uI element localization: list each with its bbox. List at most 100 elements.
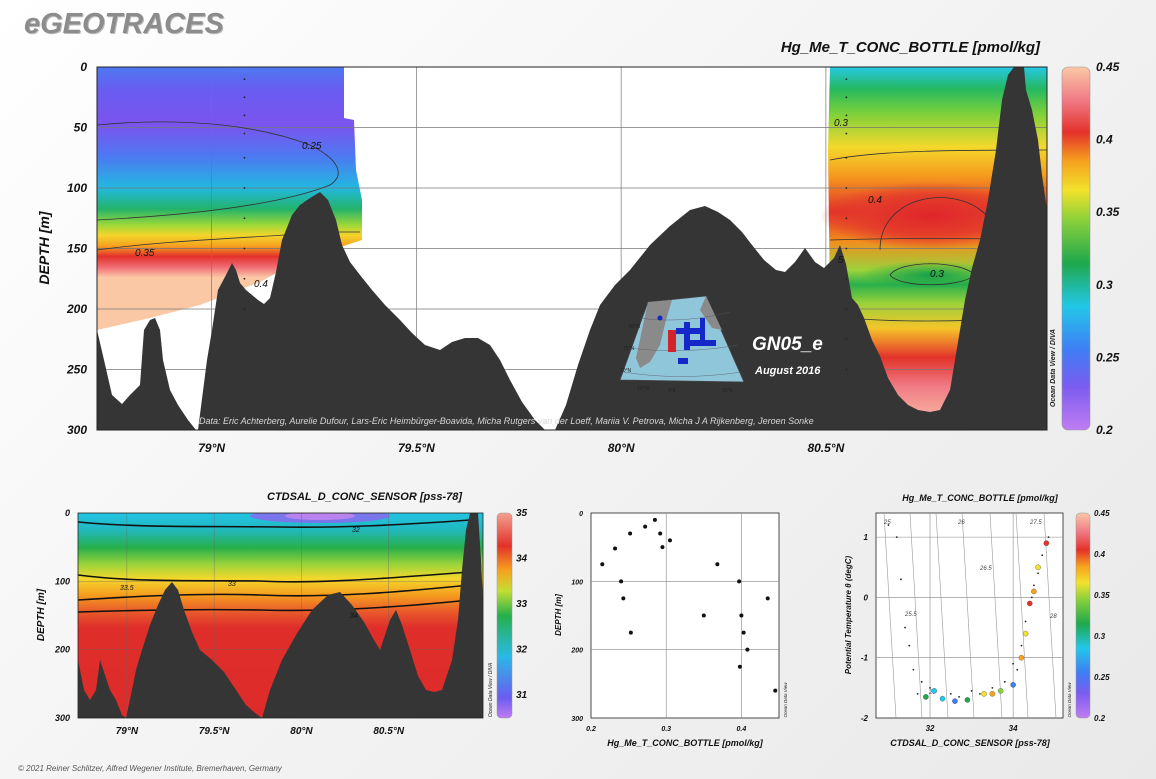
colorbar-tick-label: 33: [516, 599, 528, 610]
y-tick-label: 1: [864, 533, 869, 542]
svg-text:33.5: 33.5: [120, 585, 134, 592]
y-tick-label: 300: [571, 716, 583, 723]
ts-data-point: [1010, 682, 1016, 688]
odv-credit: Ocean Data View / DIVA: [488, 662, 494, 717]
x-tick-label: 79.5°N: [398, 441, 435, 455]
y-tick-label: 100: [67, 181, 87, 195]
svg-text:26.5: 26.5: [979, 566, 992, 572]
ts-x-label: CTDSAL_D_CONC_SENSOR [pss-78]: [890, 738, 1051, 748]
svg-text:10°W: 10°W: [637, 386, 650, 392]
data-point: [600, 562, 605, 567]
x-tick-label: 80.5°N: [807, 441, 844, 455]
sample-dot: [243, 308, 246, 310]
sample-dot: [845, 368, 848, 371]
svg-text:34: 34: [350, 613, 358, 620]
inset-land-greenland: [636, 300, 672, 368]
ts-data-point: [931, 688, 937, 694]
ts-background-point: [978, 692, 981, 695]
contour-label: 5: [838, 255, 844, 266]
salinity-section-plot: [78, 513, 483, 718]
svg-text:28: 28: [1049, 614, 1057, 620]
contour-label: 0.3: [930, 269, 944, 280]
salinity-colorbar: [496, 512, 513, 719]
contour-label: 0.4: [868, 195, 882, 206]
svg-text:80°N: 80°N: [629, 324, 641, 330]
plot-frame: [96, 66, 1048, 431]
ts-background-point: [1020, 644, 1023, 647]
sample-dot: [243, 78, 246, 80]
y-tick-label: 200: [570, 648, 583, 655]
colorbar-tick-label: 0.2: [1096, 423, 1113, 437]
x-tick-label: 80°N: [608, 441, 635, 455]
ts-background-point: [958, 695, 961, 698]
profile-x-ticks: 0.2 0.3 0.4: [586, 726, 746, 733]
colorbar-tick-label: 0.25: [1096, 350, 1120, 364]
salinity-frame: [77, 512, 484, 719]
y-tick-label: 0: [579, 511, 583, 518]
ts-background-point: [1024, 620, 1027, 623]
svg-text:10°E: 10°E: [722, 388, 734, 394]
svg-text:27.5: 27.5: [1029, 520, 1042, 526]
inset-land-svalbard: [700, 296, 722, 330]
sample-dot: [243, 217, 246, 220]
svg-text:26: 26: [957, 520, 965, 526]
ts-background-point: [949, 692, 952, 695]
y-tick-label: 200: [54, 645, 70, 655]
data-point: [613, 546, 618, 551]
ts-background-point: [908, 644, 911, 647]
sample-dot: [243, 187, 246, 189]
ts-data-point: [1043, 540, 1050, 546]
colorbar-tick-label: 0.35: [1094, 591, 1110, 600]
data-point: [739, 613, 744, 618]
profile-x-label: Hg_Me_T_CONC_BOTTLE [pmol/kg]: [607, 738, 764, 748]
y-tick-label: -2: [861, 714, 869, 723]
sample-dot: [845, 96, 848, 99]
colorbar-tick-label: 0.35: [1096, 205, 1120, 219]
salinity-x-ticks: 79°N 79.5°N 80°N 80.5°N: [116, 726, 405, 737]
seafloor-bathymetry: [97, 67, 1047, 430]
ts-plot: [875, 512, 1064, 719]
y-tick-label: 0: [80, 60, 87, 74]
odv-credit-short: Ocean Data View: [783, 682, 788, 718]
x-tick-label: 34: [1009, 724, 1018, 733]
inset-gn05-track: [668, 330, 676, 352]
ts-colorbar: [1075, 512, 1091, 719]
x-tick-label: 0.4: [737, 726, 747, 733]
colorbar-tick-label: 34: [516, 554, 528, 565]
salinity-colorbar-ticks: 31 32 33 34 35: [516, 508, 528, 701]
profile-points: [600, 517, 778, 693]
ts-data-point: [1031, 588, 1037, 595]
colorbar-tick-label: 0.2: [1094, 714, 1106, 723]
y-tick-label: 150: [67, 242, 87, 256]
ts-background-point: [1037, 572, 1039, 575]
ts-background-point: [1030, 596, 1033, 599]
x-axis-ticks: 79°N 79.5°N 80°N 80.5°N: [198, 441, 844, 455]
data-point: [667, 538, 672, 543]
data-point: [621, 596, 626, 601]
data-credit: Data: Eric Achterberg, Aurelie Dufour, L…: [199, 416, 814, 426]
colorbar-tick-label: 0.45: [1096, 60, 1120, 74]
x-tick-label: 0.3: [661, 726, 671, 733]
ts-background-point: [1047, 536, 1050, 539]
ts-data-point: [1022, 630, 1029, 637]
y-tick-label: 300: [55, 713, 70, 723]
data-point: [628, 531, 633, 536]
sample-dot: [845, 217, 848, 220]
sample-dot: [845, 308, 848, 310]
sample-dot: [845, 114, 848, 117]
ts-background-point: [1033, 584, 1035, 587]
sample-dot: [845, 247, 848, 250]
ts-background-point: [912, 668, 915, 671]
sample-dot: [243, 277, 246, 280]
hg-minimum-core: [860, 261, 1000, 289]
y-tick-label: 100: [55, 576, 70, 586]
ts-background-point: [895, 536, 898, 539]
ts-data-point: [989, 691, 996, 697]
ts-colorbar-ticks: 0.2 0.25 0.3 0.35 0.4 0.45: [1094, 509, 1110, 723]
data-point: [765, 596, 770, 601]
hg-field-left: [97, 67, 362, 330]
sample-dot: [845, 338, 848, 341]
ts-background-point: [920, 680, 923, 683]
section-date: August 2016: [754, 365, 821, 377]
section-name: GN05_e: [752, 334, 823, 355]
